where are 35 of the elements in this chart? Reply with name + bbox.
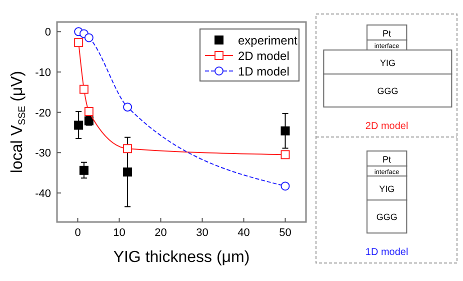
x-tick-label: 0 [74, 227, 81, 239]
text: Pt [382, 154, 392, 164]
text: GGG [377, 86, 398, 96]
x-tick-label: 20 [154, 227, 167, 239]
x-tick-label: 30 [196, 227, 208, 239]
point [74, 120, 84, 130]
x-tick-label: 10 [113, 227, 126, 239]
point [123, 102, 132, 112]
text: 1D model [365, 247, 408, 258]
y-tick-label: -30 [35, 148, 51, 160]
x-tick-label: 50 [279, 227, 292, 239]
legend-label: experiment [238, 34, 298, 48]
point [79, 84, 88, 94]
point [79, 166, 88, 175]
y-tick-label: -40 [35, 188, 51, 200]
y-tick-label: -20 [35, 107, 51, 120]
point [280, 126, 290, 136]
point [280, 182, 290, 191]
point [123, 168, 132, 176]
text: GGG [376, 212, 398, 222]
x-axis-title: YIG thickness (μm) [113, 249, 250, 266]
point [123, 144, 132, 154]
text: YIG [380, 58, 396, 68]
y-tick-label: 0 [44, 26, 51, 39]
point [84, 107, 94, 116]
text: Pt [382, 28, 392, 38]
legend-label: 1D model [238, 64, 290, 78]
text: 2D model [365, 121, 408, 132]
x-tick-label: 40 [238, 227, 250, 239]
point [280, 150, 290, 160]
legend-label: 2D model [238, 49, 290, 63]
point [74, 38, 84, 48]
point [84, 33, 94, 42]
text: YIG [379, 184, 395, 194]
y-tick-label: -10 [35, 67, 51, 79]
